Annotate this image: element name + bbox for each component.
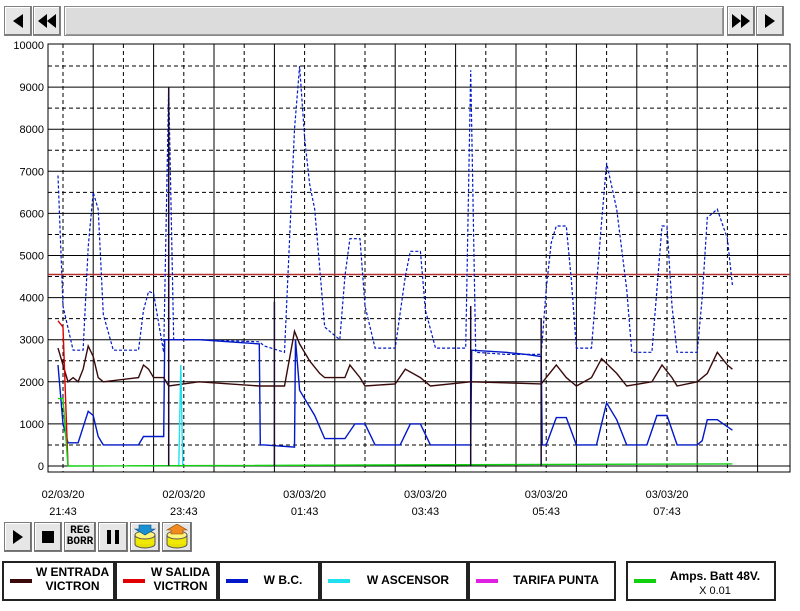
series-line-w-b-c bbox=[57, 339, 733, 448]
x-tick-date: 02/03/20 bbox=[42, 489, 85, 501]
y-tick-label: 2000 bbox=[20, 377, 44, 389]
legend-item-tarifa-punta[interactable]: TARIFA PUNTA bbox=[468, 561, 616, 601]
legend-label: W SALIDA VICTRON bbox=[150, 565, 211, 593]
x-tick-time: 21:43 bbox=[49, 506, 77, 518]
stop-button[interactable] bbox=[34, 522, 62, 552]
y-tick-label: 4000 bbox=[20, 293, 44, 305]
y-tick-label: 10000 bbox=[13, 40, 44, 52]
y-tick-label: 8000 bbox=[20, 124, 44, 136]
series-group bbox=[57, 66, 733, 467]
grid bbox=[48, 44, 790, 472]
play-button[interactable] bbox=[4, 522, 32, 552]
y-tick-label: 0 bbox=[38, 461, 44, 473]
legend-swatch bbox=[476, 579, 498, 583]
y-tick-label: 6000 bbox=[20, 208, 44, 220]
play-icon bbox=[13, 530, 23, 544]
y-tick-label: 1000 bbox=[20, 419, 44, 431]
fast-forward-button[interactable] bbox=[727, 6, 755, 36]
series-line-w-entrada-victron bbox=[57, 328, 733, 387]
series-line-w-ascensor bbox=[178, 364, 184, 467]
y-tick-label: 7000 bbox=[20, 166, 44, 178]
reg-borr-button[interactable]: REG BORR bbox=[64, 522, 96, 552]
legend-swatch bbox=[10, 579, 32, 583]
x-tick-date: 02/03/20 bbox=[162, 489, 205, 501]
legend-item-w-ascensor[interactable]: W ASCENSOR bbox=[320, 561, 468, 601]
pause-icon bbox=[107, 530, 119, 544]
stop-icon bbox=[42, 531, 54, 543]
legend-swatch bbox=[123, 579, 145, 583]
x-tick-time: 03:43 bbox=[412, 506, 440, 518]
x-tick-time: 01:43 bbox=[291, 506, 319, 518]
legend-item-w-salida-victron[interactable]: W SALIDA VICTRON bbox=[115, 561, 218, 601]
x-axis: 02/03/20 21:43 02/03/20 23:43 03/03/20 01:43 0… bbox=[42, 489, 689, 518]
series-line-w-salida-victron bbox=[57, 320, 69, 467]
x-tick-date: 03/03/20 bbox=[646, 489, 689, 501]
scroll-track[interactable] bbox=[64, 6, 724, 36]
reg-label: REG bbox=[70, 525, 90, 537]
y-tick-label: 5000 bbox=[20, 251, 44, 263]
legend-label: W ASCENSOR bbox=[366, 573, 450, 587]
legend-swatch bbox=[328, 579, 350, 583]
x-tick-time: 05:43 bbox=[532, 506, 560, 518]
y-tick-label: 9000 bbox=[20, 82, 44, 94]
x-tick-time: 07:43 bbox=[653, 506, 681, 518]
legend-swatch bbox=[226, 579, 248, 583]
database-import-button[interactable] bbox=[162, 522, 192, 552]
legend-item-amps-batt[interactable]: Amps. Batt 48V. X 0.01 bbox=[626, 561, 776, 601]
legend-item-w-entrada-victron[interactable]: W ENTRADA VICTRON bbox=[2, 561, 115, 601]
scroll-right-button[interactable] bbox=[756, 6, 784, 36]
triangle-left-icon bbox=[13, 14, 23, 28]
series-line-amps-batt-48v bbox=[58, 397, 733, 467]
time-scroll-bar bbox=[0, 6, 792, 38]
database-export-button[interactable] bbox=[130, 522, 160, 552]
x-tick-date: 03/03/20 bbox=[404, 489, 447, 501]
double-triangle-right-icon bbox=[732, 14, 750, 28]
borr-label: BORR bbox=[66, 536, 94, 548]
database-up-icon bbox=[165, 524, 189, 549]
database-down-icon bbox=[133, 524, 157, 549]
triangle-right-icon bbox=[765, 14, 775, 28]
power-chart: 0 1000 2000 3000 4000 5000 6000 7000 8000 9000 100… bbox=[13, 40, 791, 518]
legend-label: TARIFA PUNTA bbox=[513, 573, 599, 587]
x-tick-date: 03/03/20 bbox=[525, 489, 568, 501]
rewind-button[interactable] bbox=[33, 6, 61, 36]
legend-scale-label: X 0.01 bbox=[699, 585, 731, 597]
y-axis: 0 1000 2000 3000 4000 5000 6000 7000 8000 9000 100… bbox=[13, 40, 44, 473]
x-tick-date: 03/03/20 bbox=[283, 489, 326, 501]
pause-button[interactable] bbox=[98, 522, 128, 552]
x-tick-time: 23:43 bbox=[170, 506, 198, 518]
legend-item-w-bc[interactable]: W B.C. bbox=[218, 561, 320, 601]
legend-swatch bbox=[634, 579, 656, 583]
reg-borr-label: REG BORR bbox=[67, 526, 93, 548]
scroll-left-button[interactable] bbox=[4, 6, 32, 36]
series-line-w-b-c bbox=[57, 66, 733, 355]
y-tick-label: 3000 bbox=[20, 335, 44, 347]
double-triangle-left-icon bbox=[38, 14, 56, 28]
legend-label: W B.C. bbox=[263, 573, 303, 587]
legend-label: Amps. Batt 48V. bbox=[669, 569, 761, 583]
legend-label: W ENTRADA VICTRON bbox=[35, 565, 110, 593]
